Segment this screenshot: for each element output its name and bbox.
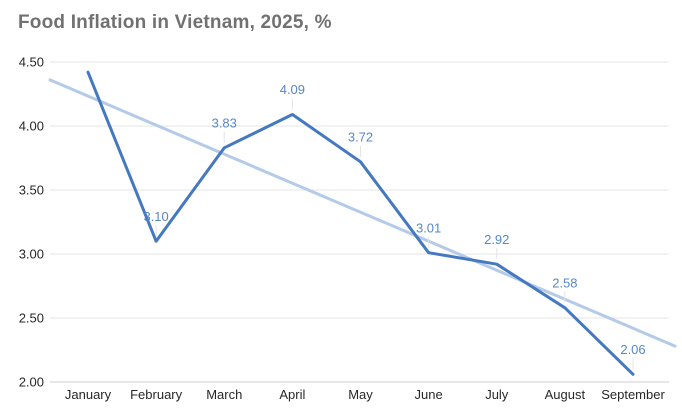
x-tick-label: August [545, 387, 586, 402]
data-label: 3.83 [212, 115, 237, 130]
x-tick-label: February [130, 387, 183, 402]
x-tick-label: January [65, 387, 112, 402]
x-tick-label: June [415, 387, 443, 402]
x-tick-label: July [485, 387, 509, 402]
x-tick-label: September [601, 387, 665, 402]
x-tick-label: May [348, 387, 373, 402]
data-label: 3.10 [143, 209, 168, 224]
x-tick-label: March [206, 387, 242, 402]
y-tick-label: 2.50 [19, 311, 44, 326]
data-label: 3.72 [348, 129, 373, 144]
chart-title: Food Inflation in Vietnam, 2025, % [18, 12, 332, 33]
y-tick-label: 4.50 [19, 55, 44, 70]
x-tick-label: April [279, 387, 305, 402]
y-tick-label: 4.00 [19, 119, 44, 134]
series-line [86, 70, 635, 376]
y-tick-label: 3.50 [19, 183, 44, 198]
y-tick-label: 3.00 [19, 247, 44, 262]
data-label: 2.58 [552, 275, 577, 290]
data-label: 2.92 [484, 232, 509, 247]
data-label: 4.09 [280, 82, 305, 97]
data-label: 3.01 [416, 220, 441, 235]
data-label: 2.06 [620, 342, 645, 357]
trendline [48, 78, 677, 348]
y-tick-label: 2.00 [19, 375, 44, 390]
